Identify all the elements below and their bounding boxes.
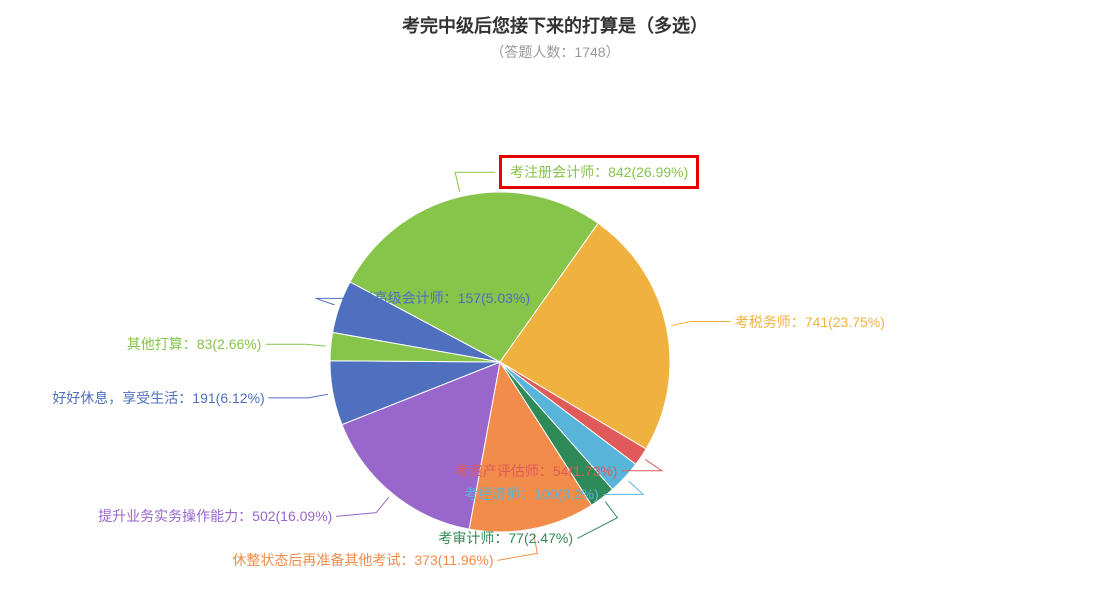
- pie-label: 考高级会计师：157(5.03%): [360, 288, 530, 308]
- pie-chart-container: 考注册会计师：842(26.99%) 考高级会计师：157(5.03%) 考税务师：…: [0, 62, 1110, 582]
- leader-line: [336, 497, 389, 516]
- pie-label: 考审计师：77(2.47%): [438, 528, 573, 548]
- leader-line: [455, 172, 495, 191]
- leader-line: [268, 394, 328, 398]
- leader-line: [671, 322, 731, 326]
- chart-title: 考完中级后您接下来的打算是（多选）: [0, 12, 1110, 38]
- pie-label: 其他打算：83(2.66%): [127, 334, 262, 354]
- chart-subtitle: （答题人数：1748）: [0, 42, 1110, 62]
- leader-line: [266, 344, 326, 346]
- pie-label: 好好休息，享受生活：191(6.12%): [52, 388, 264, 408]
- pie-label: 休整状态后再准备其他考试：373(11.96%): [232, 550, 493, 570]
- pie-label: 考注册会计师：842(26.99%): [499, 155, 699, 189]
- pie-label: 提升业务实务操作能力：502(16.09%): [98, 506, 332, 526]
- pie-label: 考经济师：100(3.2%): [464, 484, 599, 504]
- pie-label: 考税务师：741(23.75%): [735, 312, 885, 332]
- pie-label: 考资产评估师：54(1.73%): [455, 461, 618, 481]
